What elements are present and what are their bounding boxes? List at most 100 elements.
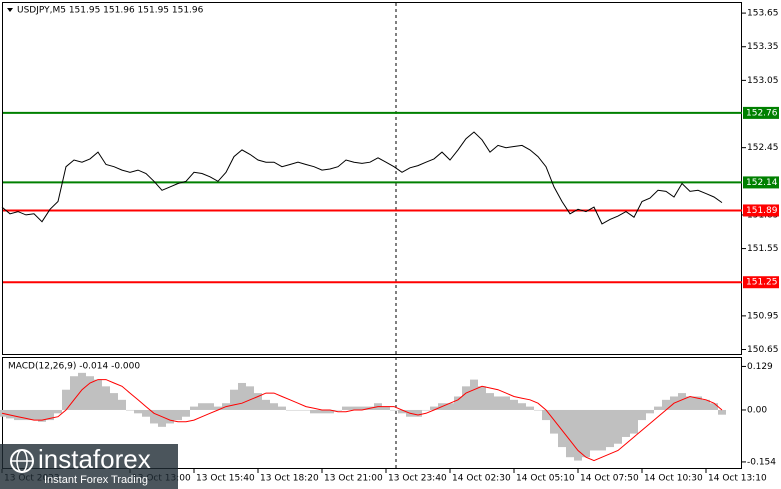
- level-label-box: [743, 276, 779, 289]
- y-tick-label: 150.95: [747, 311, 779, 321]
- histogram-bar: [534, 409, 542, 411]
- histogram-bar: [78, 372, 86, 410]
- histogram-bar: [318, 409, 326, 414]
- histogram-bar: [94, 379, 102, 410]
- level-label: 151.89: [746, 206, 778, 216]
- histogram-bar: [662, 399, 670, 410]
- histogram-bar: [142, 409, 150, 417]
- y-tick-label: 150.65: [747, 345, 779, 355]
- level-label: 152.76: [746, 108, 778, 118]
- histogram-bar: [446, 403, 454, 410]
- histogram-bar: [86, 376, 94, 410]
- histogram-bar: [286, 409, 294, 411]
- histogram-bar: [22, 409, 30, 421]
- histogram-bar: [502, 396, 510, 410]
- y-tick-label: 0.129: [747, 362, 773, 372]
- x-tick-label: 14 Oct 07:50: [580, 474, 639, 484]
- x-tick-label: 13 Oct 18:20: [260, 474, 319, 484]
- histogram-bar: [182, 409, 190, 417]
- histogram-bar: [718, 409, 726, 415]
- histogram-bar: [230, 389, 238, 410]
- panel-marker: [7, 8, 13, 12]
- histogram-bar: [310, 409, 318, 414]
- y-tick-label: 0.00: [747, 405, 767, 415]
- x-tick-label: 14 Oct 02:30: [452, 474, 511, 484]
- level-label: 151.25: [746, 278, 778, 288]
- histogram-bar: [238, 382, 246, 410]
- histogram-bar: [422, 409, 430, 411]
- histogram-bar: [246, 386, 254, 410]
- y-tick-label: -0.154: [747, 457, 776, 467]
- level-label-box: [743, 106, 779, 119]
- histogram-bar: [70, 376, 78, 410]
- histogram-bar: [622, 409, 630, 437]
- histogram-bar: [486, 393, 494, 410]
- signal-line: [1, 379, 723, 462]
- x-tick-label: 14 Oct 10:30: [644, 474, 703, 484]
- histogram-bar: [118, 399, 126, 410]
- histogram-bar: [302, 409, 310, 411]
- histogram-bar: [470, 379, 478, 410]
- price-line: [1, 131, 723, 225]
- histogram-bar: [158, 409, 166, 427]
- watermark-brand: instaforex: [38, 444, 151, 474]
- price-panel: [2, 2, 742, 355]
- histogram-bar: [462, 386, 470, 410]
- histogram-bar: [454, 396, 462, 410]
- histogram-bar: [630, 409, 638, 434]
- histogram-bar: [134, 409, 142, 414]
- histogram-bar: [206, 403, 214, 410]
- x-tick-label: 14 Oct 05:10: [516, 474, 575, 484]
- histogram-bar: [566, 409, 574, 458]
- y-tick-label: 153.05: [747, 76, 779, 86]
- histogram-bar: [606, 409, 614, 448]
- histogram-bar: [414, 409, 422, 417]
- histogram-bar: [494, 396, 502, 410]
- histogram-bar: [350, 406, 358, 410]
- histogram-bar: [326, 409, 334, 414]
- histogram-bar: [702, 399, 710, 410]
- histogram-bar: [510, 399, 518, 410]
- histogram-bar: [110, 393, 118, 410]
- histogram-bar: [686, 396, 694, 410]
- histogram-bar: [678, 393, 686, 410]
- x-tick-label: 13 Oct 21:00: [324, 474, 383, 484]
- histogram-bar: [62, 389, 70, 410]
- histogram-bar: [126, 409, 134, 411]
- histogram-bar: [582, 409, 590, 458]
- histogram-bar: [382, 406, 390, 410]
- histogram-bar: [398, 409, 406, 414]
- y-tick-label: 152.45: [747, 143, 779, 153]
- x-tick-label: 13 Oct 15:40: [196, 474, 255, 484]
- y-tick-label: 153.65: [747, 9, 779, 19]
- histogram-bar: [262, 399, 270, 410]
- histogram-bar: [574, 409, 582, 461]
- histogram-bar: [598, 409, 606, 451]
- histogram-bar: [694, 396, 702, 410]
- histogram-bar: [646, 409, 654, 414]
- histogram-bar: [190, 406, 198, 410]
- histogram-bar: [334, 409, 342, 411]
- histogram-bar: [102, 386, 110, 410]
- histogram-bar: [38, 409, 46, 422]
- x-tick-label: 14 Oct 13:10: [708, 474, 767, 484]
- histogram-bar: [278, 406, 286, 410]
- x-tick-label: 13 Oct 23:40: [388, 474, 447, 484]
- watermark: instaforex Instant Forex Trading: [0, 444, 178, 489]
- histogram-bar: [614, 409, 622, 444]
- histogram-bar: [6, 409, 14, 419]
- histogram-bar: [430, 406, 438, 410]
- histogram-bar: [166, 409, 174, 424]
- watermark-box: [0, 444, 178, 489]
- histogram-bar: [342, 406, 350, 410]
- histogram-bar: [590, 409, 598, 451]
- y-tick-label: 151.55: [747, 244, 779, 254]
- histogram-bar: [214, 406, 222, 410]
- histogram-bar: [358, 406, 366, 410]
- histogram-bar: [14, 409, 22, 421]
- y-tick-label: 153.35: [747, 42, 779, 52]
- histogram-bar: [46, 409, 54, 421]
- histogram-bar: [174, 409, 182, 421]
- histogram-bar: [558, 409, 566, 448]
